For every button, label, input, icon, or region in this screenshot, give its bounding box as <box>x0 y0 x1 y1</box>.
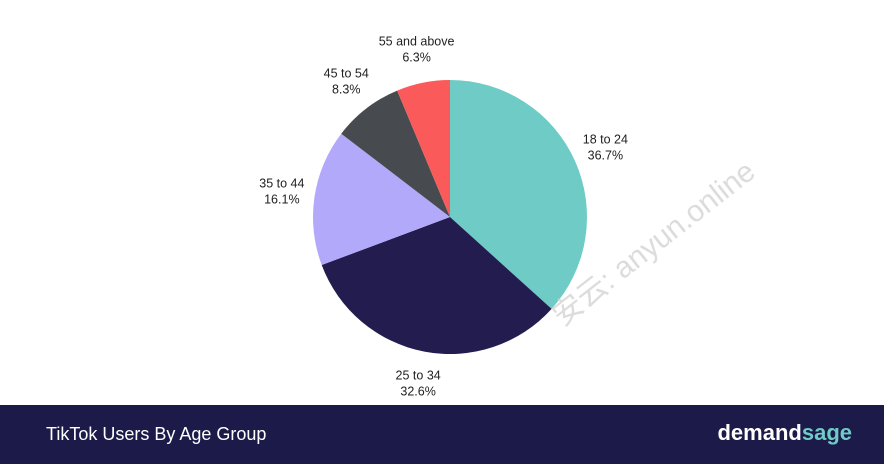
slice-label: 18 to 24 <box>583 132 628 146</box>
pie-slice <box>450 80 587 309</box>
brand: demandsage <box>717 420 852 445</box>
value-label: 6.3% <box>402 51 431 65</box>
pie-slice <box>321 217 552 354</box>
value-label: 32.6% <box>400 384 435 398</box>
value-label: 16.1% <box>264 192 299 206</box>
brand-start: demand <box>717 420 801 445</box>
brand-end: sage <box>802 420 852 445</box>
footer-bar <box>0 405 884 464</box>
slice-label: 35 to 44 <box>259 176 304 190</box>
pie-slice <box>397 80 450 217</box>
value-label: 36.7% <box>588 148 623 162</box>
pie <box>312 80 587 354</box>
slice-label: 55 and above <box>379 35 455 49</box>
pie-slice <box>312 133 450 266</box>
chart-title: TikTok Users By Age Group <box>46 424 266 444</box>
pie-slice <box>341 90 450 217</box>
slice-label: 25 to 34 <box>396 368 441 382</box>
slice-label: 45 to 54 <box>324 67 369 81</box>
value-label: 8.3% <box>332 83 361 97</box>
